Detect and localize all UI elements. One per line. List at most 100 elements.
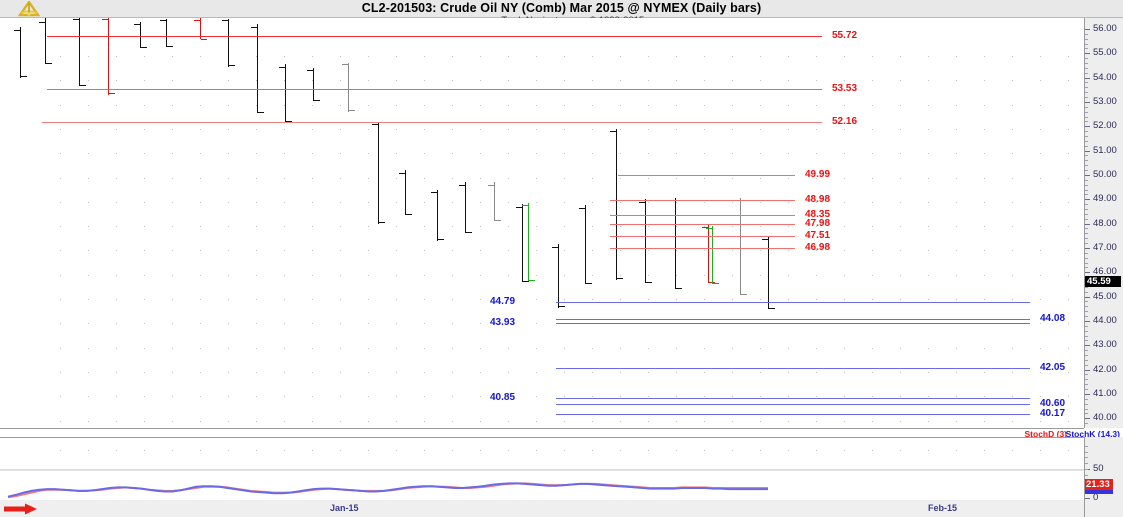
- resistance-line: [47, 35, 822, 37]
- ohlc-bar: [616, 128, 617, 280]
- ohlc-bar: [200, 18, 201, 39]
- price-axis-minor-tick: [1085, 213, 1088, 215]
- ohlc-bar: [45, 18, 46, 65]
- price-axis-minor-tick: [1085, 374, 1088, 376]
- ohlc-close-tick: [314, 99, 320, 101]
- ohlc-open-tick: [762, 239, 768, 241]
- price-axis-minor-tick: [1085, 106, 1088, 108]
- support-label: 44.08: [1040, 312, 1066, 324]
- stochk-curve: [7, 482, 768, 498]
- ohlc-bar: [257, 24, 258, 113]
- price-axis-minor-tick: [1085, 160, 1088, 162]
- ohlc-close-tick: [529, 279, 535, 281]
- price-axis-minor-tick: [1085, 233, 1088, 235]
- ohlc-open-tick: [702, 227, 708, 229]
- price-axis-minor-tick: [1085, 389, 1088, 391]
- price-axis-minor-tick: [1085, 325, 1088, 327]
- ohlc-bar: [228, 19, 229, 67]
- price-chart-pane[interactable]: 55.72 53.53 52.16 49.99 48.98 48.35 47.98 47.51…: [0, 18, 1084, 450]
- price-axis-minor-tick: [1085, 267, 1088, 269]
- ohlc-open-tick: [399, 172, 405, 174]
- resistance-line: [618, 175, 795, 177]
- price-axis-minor-tick: [1085, 311, 1088, 313]
- ohlc-close-tick: [46, 63, 52, 64]
- ohlc-bar: [437, 189, 438, 241]
- price-axis-minor-tick: [1085, 364, 1088, 366]
- price-axis-minor-tick: [1085, 43, 1088, 45]
- ohlc-close-tick: [258, 111, 264, 113]
- ohlc-open-tick: [706, 228, 712, 230]
- price-axis-minor-tick: [1085, 97, 1088, 99]
- oscillator-axis-label: 50: [1093, 463, 1104, 474]
- current-price-marker: 45.59: [1085, 276, 1121, 288]
- ohlc-bar: [585, 205, 586, 285]
- price-axis-label: 49.00: [1093, 193, 1117, 205]
- resistance-label: 47.98: [805, 218, 831, 230]
- ohlc-close-tick: [676, 288, 682, 290]
- ohlc-close-tick: [141, 47, 147, 49]
- ohlc-open-tick: [279, 66, 285, 68]
- ohlc-close-tick: [201, 38, 207, 40]
- price-axis-minor-tick: [1085, 238, 1088, 240]
- support-label: 44.79: [490, 295, 516, 307]
- ohlc-bar: [378, 122, 379, 224]
- ohlc-open-tick: [639, 201, 645, 203]
- support-line: [556, 414, 1030, 416]
- ohlc-bar: [522, 204, 523, 282]
- ohlc-open-tick: [342, 64, 348, 66]
- resistance-label: 53.53: [832, 83, 858, 95]
- ohlc-close-tick: [438, 239, 444, 241]
- price-axis-minor-tick: [1085, 87, 1088, 89]
- price-axis-minor-tick: [1085, 111, 1088, 113]
- ohlc-bar: [708, 224, 709, 284]
- ohlc-bar: [465, 182, 466, 234]
- ohlc-close-tick: [559, 306, 565, 308]
- price-axis-tick: [1085, 101, 1090, 103]
- ohlc-open-tick: [579, 207, 585, 209]
- ohlc-bar: [528, 202, 529, 281]
- price-axis-minor-tick: [1085, 155, 1088, 157]
- oscillator-curves: [0, 469, 1084, 499]
- ohlc-open-tick: [222, 20, 228, 22]
- ohlc-open-tick: [251, 26, 257, 28]
- price-axis-label: 40.00: [1093, 412, 1117, 424]
- ohlc-close-tick: [109, 93, 115, 95]
- ohlc-close-tick: [466, 232, 472, 234]
- red-arrow-icon: [4, 503, 38, 515]
- resistance-label: 55.72: [832, 29, 858, 41]
- oscillator-axis[interactable]: 50 0 21.33: [1084, 437, 1123, 502]
- price-axis-label: 54.00: [1093, 71, 1117, 83]
- price-axis-label: 55.00: [1093, 47, 1117, 59]
- resistance-label: 48.98: [805, 193, 831, 205]
- price-axis-minor-tick: [1085, 33, 1088, 35]
- ohlc-bar: [20, 26, 21, 78]
- price-axis-tick: [1085, 418, 1090, 420]
- date-axis-label: Jan-15: [330, 503, 359, 513]
- ohlc-open-tick: [73, 19, 79, 21]
- price-axis-tick: [1085, 223, 1090, 225]
- price-axis-label: 44.00: [1093, 314, 1117, 326]
- support-line: [556, 397, 1030, 399]
- resistance-line: [47, 89, 822, 91]
- price-axis[interactable]: 56.00 55.00 54.00 53.00 52.00 51.00 50.00 49.00…: [1084, 18, 1123, 428]
- price-axis-tick: [1085, 28, 1090, 30]
- price-axis-minor-tick: [1085, 63, 1088, 64]
- axis-corner-filler: [1084, 500, 1123, 517]
- ohlc-open-tick: [552, 246, 558, 248]
- oscillator-value-marker: 21.33: [1085, 478, 1113, 490]
- ohlc-close-tick: [769, 307, 775, 309]
- ohlc-open-tick: [431, 191, 437, 193]
- ohlc-open-tick: [522, 205, 528, 207]
- price-axis-tick: [1085, 53, 1090, 55]
- price-axis-minor-tick: [1085, 179, 1088, 181]
- ohlc-open-tick: [610, 131, 616, 133]
- ohlc-open-tick: [102, 19, 108, 21]
- ohlc-close-tick: [379, 222, 385, 224]
- ohlc-close-tick: [523, 280, 529, 282]
- oscillator-axis-minor-tick: [1085, 451, 1088, 453]
- price-axis-tick: [1085, 369, 1090, 371]
- support-label: 40.60: [1040, 397, 1066, 409]
- ohlc-bar: [140, 21, 141, 49]
- stochastic-oscillator-pane[interactable]: [0, 437, 1084, 502]
